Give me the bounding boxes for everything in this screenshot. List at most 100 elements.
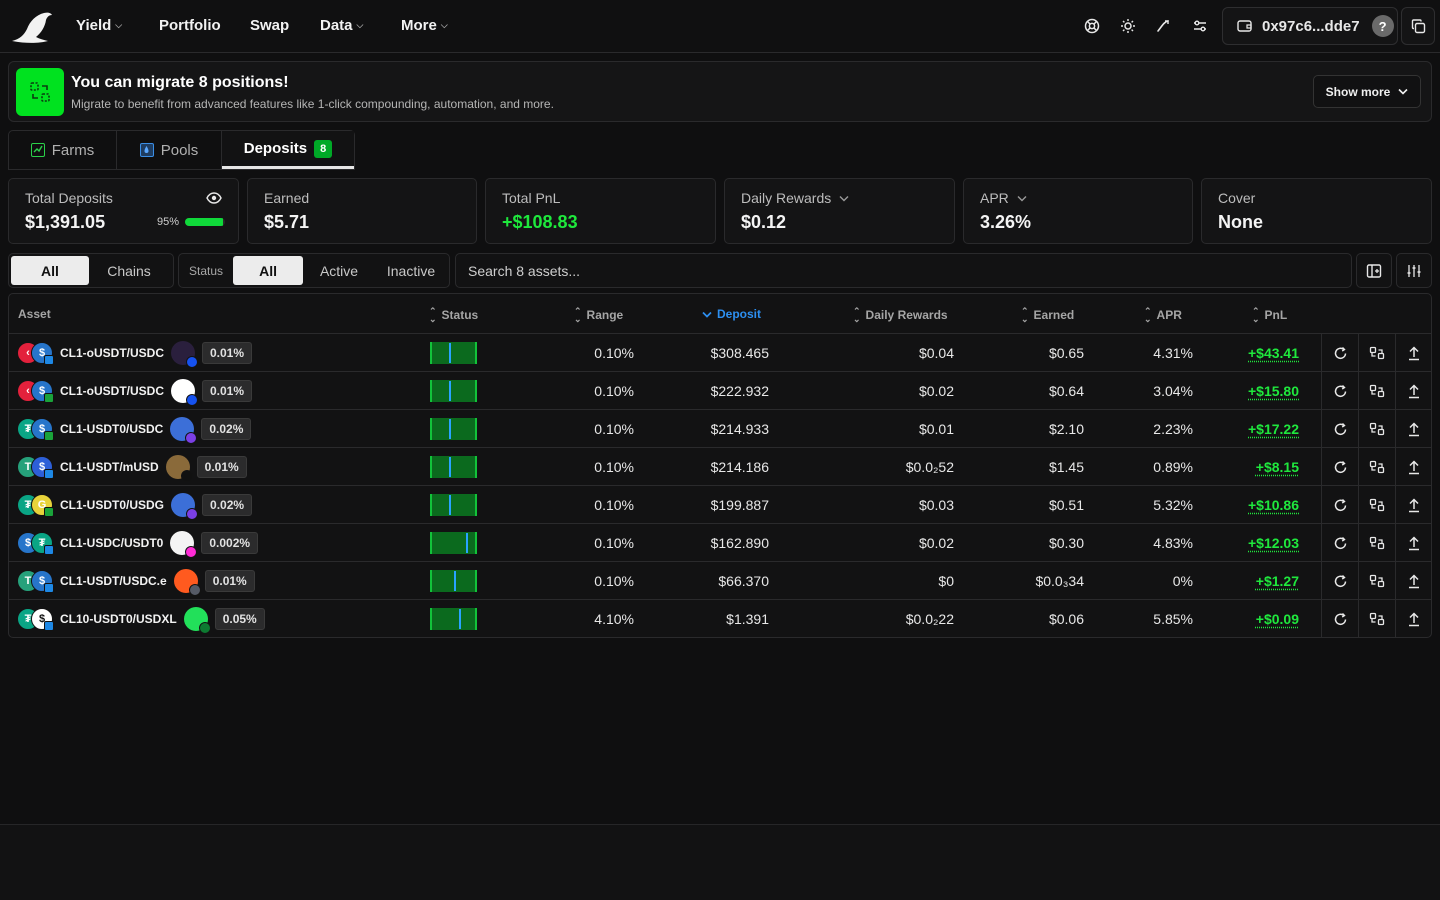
withdraw-icon[interactable] xyxy=(1395,524,1431,562)
migrate-position-icon[interactable] xyxy=(1358,372,1395,410)
refresh-icon[interactable] xyxy=(1321,486,1358,524)
table-row[interactable]: T $ CL1-USDT/mUSD 0.01% 0.10% $214.186 $0.0₂52… xyxy=(9,448,1431,486)
help-icon[interactable]: ? xyxy=(1371,15,1394,37)
pnl-value[interactable]: +$1.27 xyxy=(1255,573,1299,589)
nav-more[interactable]: More ⌵ xyxy=(401,17,448,34)
refresh-icon[interactable] xyxy=(1321,524,1358,562)
withdraw-icon[interactable] xyxy=(1395,372,1431,410)
search-input[interactable]: Search 8 assets... xyxy=(455,253,1352,288)
status-all[interactable]: All xyxy=(233,256,304,285)
col-deposit[interactable]: Deposit xyxy=(702,307,761,321)
migrate-position-icon[interactable] xyxy=(1358,524,1395,562)
pnl-value[interactable]: +$17.22 xyxy=(1248,421,1299,437)
col-earned[interactable]: ⌃ ⌄ Earned xyxy=(1021,307,1074,324)
col-asset[interactable]: Asset xyxy=(18,307,51,321)
migrate-position-icon[interactable] xyxy=(1358,334,1395,372)
tab-pools[interactable]: Pools xyxy=(117,131,222,169)
chevron-down-icon: ⌵ xyxy=(356,20,364,30)
asset-cell[interactable]: ₮ $ CL10-USDT0/USDXL 0.05% xyxy=(17,607,265,634)
pnl-value[interactable]: +$15.80 xyxy=(1248,383,1299,399)
refresh-icon[interactable] xyxy=(1321,562,1358,600)
pnl-value[interactable]: +$8.15 xyxy=(1255,459,1299,475)
filter-chains[interactable]: Chains xyxy=(107,262,151,279)
nav-swap[interactable]: Swap xyxy=(250,17,289,34)
withdraw-icon[interactable] xyxy=(1395,448,1431,486)
range-value: 0.10% xyxy=(594,497,634,513)
status-inactive[interactable]: Inactive xyxy=(386,262,436,279)
pnl-value[interactable]: +$10.86 xyxy=(1248,497,1299,513)
asset-cell[interactable]: ₮ $ CL1-USDT0/USDC 0.02% xyxy=(17,417,252,444)
withdraw-icon[interactable] xyxy=(1395,600,1431,637)
asset-cell[interactable]: T $ CL1-USDT/mUSD 0.01% xyxy=(17,455,247,482)
range-indicator xyxy=(430,608,477,630)
col-daily-rewards[interactable]: ⌃ ⌄ Daily Rewards xyxy=(853,307,948,324)
withdraw-icon[interactable] xyxy=(1395,334,1431,372)
col-status-label: Status xyxy=(441,308,479,322)
col-range[interactable]: ⌃ ⌄ Range xyxy=(574,307,623,324)
nav-swap-label: Swap xyxy=(250,17,290,34)
table-row[interactable]: $ ₮ CL1-USDC/USDT0 0.002% 0.10% $162.890 $0.02… xyxy=(9,524,1431,562)
table-row[interactable]: ₮ G CL1-USDT0/USDG 0.02% 0.10% $199.887 $0.03 $… xyxy=(9,486,1431,524)
asset-cell[interactable]: ₮ G CL1-USDT0/USDG 0.02% xyxy=(17,493,253,520)
withdraw-icon[interactable] xyxy=(1395,410,1431,448)
theme-sun-icon[interactable] xyxy=(1118,16,1138,36)
nav-portfolio[interactable]: Portfolio xyxy=(159,17,221,34)
fee-tier-badge: 0.01% xyxy=(202,380,253,402)
pnl-value[interactable]: +$0.09 xyxy=(1255,611,1299,627)
col-pnl[interactable]: ⌃ ⌄ PnL xyxy=(1252,307,1287,324)
show-more-button[interactable]: Show more xyxy=(1313,75,1421,108)
wallet-button[interactable]: 0x97c6...dde7 ? xyxy=(1222,7,1398,45)
migrate-position-icon[interactable] xyxy=(1358,486,1395,524)
chain-icon xyxy=(44,355,54,365)
asset-cell[interactable]: ‹ $ CL1-oUSDT/USDC 0.01% xyxy=(17,379,253,406)
fee-tier-badge: 0.05% xyxy=(214,608,265,630)
nav-yield[interactable]: Yield ⌵ xyxy=(76,17,122,34)
table-row[interactable]: ‹ $ CL1-oUSDT/USDC 0.01% 0.10% $222.932 $0.02 $… xyxy=(9,372,1431,410)
asset-cell[interactable]: $ ₮ CL1-USDC/USDT0 0.002% xyxy=(17,531,259,558)
apr-value: 3.04% xyxy=(1153,383,1193,399)
table-row[interactable]: ₮ $ CL1-USDT0/USDC 0.02% 0.10% $214.933 $0.01 $… xyxy=(9,410,1431,448)
settings-icon[interactable] xyxy=(1190,16,1210,36)
asset-cell[interactable]: ‹ $ CL1-oUSDT/USDC 0.01% xyxy=(17,341,253,368)
tab-farms[interactable]: Farms xyxy=(9,131,117,169)
table-row[interactable]: ₮ $ CL10-USDT0/USDXL 0.05% 4.10% $1.391 $0.0₂2… xyxy=(9,600,1431,637)
apr-value: 0.89% xyxy=(1153,459,1193,475)
col-apr[interactable]: ⌃ ⌄ APR xyxy=(1144,307,1182,324)
fee-tier-badge: 0.02% xyxy=(202,494,253,516)
refresh-icon[interactable] xyxy=(1321,372,1358,410)
eye-icon[interactable] xyxy=(206,191,222,207)
asset-cell[interactable]: T $ CL1-USDT/USDC.e 0.01% xyxy=(17,569,255,596)
moon-icon[interactable] xyxy=(1153,16,1173,36)
status-active[interactable]: Active xyxy=(319,262,359,279)
migrate-position-icon[interactable] xyxy=(1358,410,1395,448)
withdraw-icon[interactable] xyxy=(1395,486,1431,524)
earned-value: $0.30 xyxy=(1048,535,1084,551)
stat-daily-rewards[interactable]: Daily Rewards $0.12 xyxy=(724,178,955,244)
refresh-icon[interactable] xyxy=(1321,600,1358,637)
table-row[interactable]: T $ CL1-USDT/USDC.e 0.01% 0.10% $66.370 $0 $0.0… xyxy=(9,562,1431,600)
copy-button[interactable] xyxy=(1401,7,1435,45)
migrate-position-icon[interactable] xyxy=(1358,600,1395,637)
filter-settings-button[interactable] xyxy=(1396,253,1432,288)
withdraw-icon[interactable] xyxy=(1395,562,1431,600)
filter-all[interactable]: All xyxy=(11,256,89,285)
nav-data[interactable]: Data ⌵ xyxy=(320,17,363,34)
current-price-tick xyxy=(449,457,452,477)
col-status[interactable]: ⌃ ⌄ Status xyxy=(429,307,479,324)
stat-apr[interactable]: APR 3.26% xyxy=(963,178,1193,244)
migrate-position-icon[interactable] xyxy=(1358,562,1395,600)
columns-button[interactable] xyxy=(1356,253,1392,288)
sort-desc-icon xyxy=(702,311,712,318)
refresh-icon[interactable] xyxy=(1321,448,1358,486)
refresh-icon[interactable] xyxy=(1321,410,1358,448)
migrate-position-icon[interactable] xyxy=(1358,448,1395,486)
pnl-value[interactable]: +$12.03 xyxy=(1248,535,1299,551)
pnl-value[interactable]: +$43.41 xyxy=(1248,345,1299,361)
logo-bird-icon[interactable] xyxy=(10,9,54,45)
refresh-icon[interactable] xyxy=(1321,334,1358,372)
tab-deposits[interactable]: Deposits 8 xyxy=(222,131,354,169)
chain-icon xyxy=(44,545,54,555)
support-icon[interactable] xyxy=(1082,16,1102,36)
tab-farms-label: Farms xyxy=(51,141,95,159)
table-row[interactable]: ‹ $ CL1-oUSDT/USDC 0.01% 0.10% $308.465 $0.04 $… xyxy=(9,334,1431,372)
